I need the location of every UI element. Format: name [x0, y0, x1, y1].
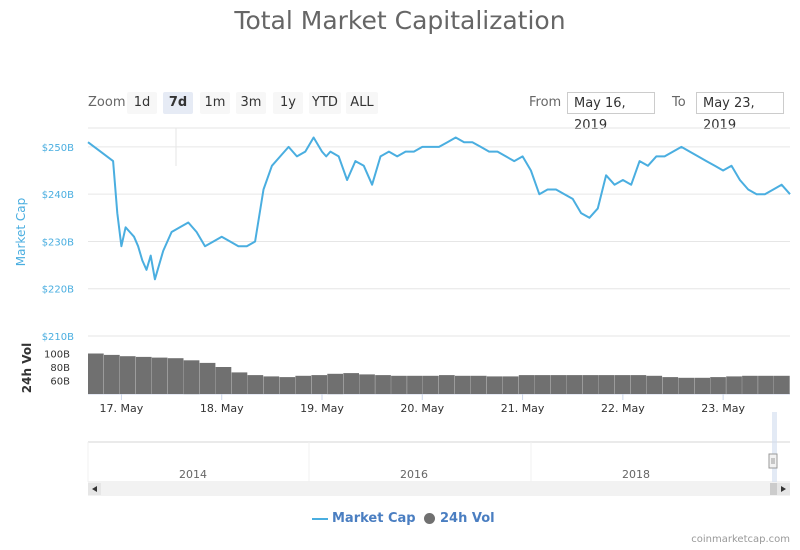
volume-bar	[104, 354, 120, 394]
volume-bar	[726, 376, 742, 394]
volume-bars	[88, 353, 790, 395]
volume-bar	[646, 375, 663, 394]
volume-bar	[311, 375, 328, 394]
volume-bar	[263, 376, 280, 394]
volume-bar	[407, 375, 423, 394]
zoom-1y-button[interactable]: 1y	[273, 92, 303, 114]
market-cap-axis-label: Market Cap	[14, 198, 28, 266]
volume-bar	[550, 375, 567, 394]
market-cap-y-tick-label: $240B	[42, 190, 74, 201]
volume-bar	[694, 377, 710, 394]
x-tick-label: 22. May	[601, 402, 645, 415]
gridlines	[88, 127, 790, 395]
volume-bar	[359, 374, 375, 394]
volume-y-tick-label: 100B	[44, 350, 70, 361]
market-cap-y-tick-label: $250B	[42, 143, 74, 154]
market-cap-y-tick-label: $220B	[42, 285, 74, 296]
x-tick-label: 18. May	[200, 402, 244, 415]
volume-bar	[470, 375, 487, 394]
volume-bar	[455, 375, 471, 394]
volume-bar	[486, 376, 503, 394]
volume-bar	[247, 375, 264, 394]
volume-bar	[502, 376, 519, 394]
volume-bar	[518, 375, 535, 394]
volume-bar	[151, 357, 168, 394]
volume-bar	[710, 377, 726, 394]
x-tick-label: 19. May	[300, 402, 344, 415]
volume-bar	[183, 360, 200, 395]
volume-y-ticks: 60B 80B 100B	[44, 350, 70, 388]
volume-bar	[199, 362, 216, 394]
volume-bar	[279, 377, 296, 394]
navigator-selection	[772, 412, 777, 482]
chart-title: Total Market Capitalization	[234, 6, 566, 35]
volume-bar	[678, 377, 694, 394]
x-tick-label: 21. May	[501, 402, 545, 415]
zoom-7d-button[interactable]: 7d	[163, 92, 193, 114]
volume-bar	[295, 375, 312, 394]
to-date-input[interactable]: May 23, 2019	[696, 92, 784, 133]
from-label: From	[529, 95, 562, 110]
from-date-input[interactable]: May 16, 2019	[567, 92, 655, 133]
volume-bar	[327, 373, 343, 395]
scrollbar-right-button	[777, 483, 790, 495]
volume-bar	[375, 375, 391, 394]
volume-bar	[582, 375, 599, 394]
volume-bar	[566, 375, 583, 394]
navigator-labels: 2014 2016 2018	[87, 442, 650, 482]
volume-bar	[630, 375, 647, 394]
zoom-3m-button[interactable]: 3m	[236, 92, 266, 114]
volume-bar	[439, 375, 455, 394]
zoom-label: Zoom	[88, 95, 126, 110]
line-legend-icon	[312, 517, 328, 520]
legend-market-cap[interactable]: Market Cap	[312, 511, 416, 526]
zoom-all-button[interactable]: ALL	[346, 92, 378, 114]
market-cap-line	[87, 136, 791, 281]
volume-bar	[774, 375, 790, 394]
circle-legend-icon	[424, 513, 435, 524]
legend-volume[interactable]: 24h Vol	[424, 511, 495, 526]
navigator-handle	[768, 453, 778, 469]
volume-bar	[662, 377, 679, 394]
to-label: To	[672, 95, 686, 110]
volume-y-tick-label: 80B	[50, 363, 70, 374]
volume-bar	[119, 356, 136, 394]
navigator-year-label: 2018	[622, 468, 650, 481]
market-cap-y-tick-label: $230B	[42, 237, 74, 248]
x-tick-label: 17. May	[100, 402, 144, 415]
volume-bar	[423, 375, 439, 394]
volume-bar	[534, 375, 551, 394]
volume-bar	[88, 353, 104, 394]
volume-bar	[598, 375, 615, 394]
scrollbar-thumb	[770, 483, 780, 495]
volume-bar	[215, 367, 232, 394]
scrollbar-track	[88, 482, 790, 496]
zoom-1d-button[interactable]: 1d	[127, 92, 157, 114]
zoom-ytd-button[interactable]: YTD	[309, 92, 341, 114]
market-cap-y-tick-label: $210B	[42, 332, 74, 343]
navigator-year-label: 2014	[179, 468, 207, 481]
zoom-1m-button[interactable]: 1m	[200, 92, 230, 114]
x-tick-label: 23. May	[701, 402, 745, 415]
credits-text: coinmarketcap.com	[691, 534, 790, 545]
volume-bar	[167, 358, 184, 394]
scrollbar-left-button	[88, 483, 101, 495]
scroll-left-arrow-icon	[92, 486, 97, 492]
scroll-right-arrow-icon	[781, 486, 786, 492]
x-axis-ticks: 17. May 18. May 19. May 20. May 21. May 22. M…	[100, 394, 745, 415]
volume-bar	[742, 375, 758, 394]
market-cap-y-ticks: $210B $220B $230B $240B $250B	[42, 143, 74, 343]
navigator-year-label: 2016	[400, 468, 428, 481]
volume-bar	[343, 373, 359, 394]
volume-axis-label: 24h Vol	[20, 343, 34, 393]
volume-bar	[758, 375, 774, 394]
volume-bar	[614, 375, 631, 394]
volume-y-tick-label: 60B	[50, 377, 70, 388]
x-tick-label: 20. May	[400, 402, 444, 415]
volume-bar	[391, 375, 407, 394]
volume-bar	[231, 372, 248, 394]
volume-bar	[135, 356, 152, 394]
